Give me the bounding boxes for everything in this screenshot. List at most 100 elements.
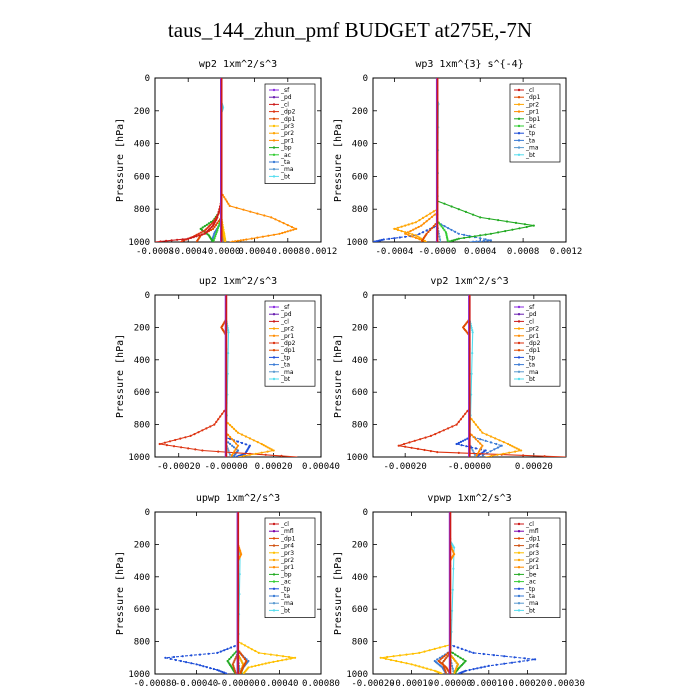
series-marker_pr2: [239, 658, 242, 661]
series-marker_dp1: [209, 228, 213, 232]
series-marker_bp1: [489, 232, 492, 235]
legend-marker: [517, 96, 521, 99]
legend-entry: _cl: [525, 87, 534, 94]
series-marker_pr1: [422, 222, 425, 225]
legend-entry: _pr2: [280, 130, 294, 137]
panel-title: wp3 1xm^{3} s^{-4}: [415, 59, 523, 70]
legend-marker: [517, 110, 521, 113]
legend-marker: [517, 602, 521, 605]
series-marker_dp2: [197, 431, 200, 434]
series-marker_pr1: [404, 232, 407, 235]
series-marker_bp1: [484, 233, 487, 236]
series-marker_pr1: [479, 442, 482, 445]
legend-entry: _sf: [280, 304, 290, 311]
series-marker_tp: [164, 656, 167, 659]
series-marker_pr2: [498, 439, 501, 442]
figure-title: taus_144_zhun_pmf BUDGET at275E,-7N: [167, 18, 533, 42]
series-marker_pr1: [231, 438, 234, 441]
series-marker_tp: [216, 668, 219, 672]
series-marker_pr2: [507, 442, 510, 446]
panel-2: wp3 1xm^{3} s^{-4} Pressure [hPa] 0 200 400 6…: [333, 59, 582, 257]
series-marker_pr4: [232, 661, 235, 664]
series-marker_dp2: [199, 231, 202, 234]
x-tick-label: -0.00020: [383, 462, 426, 472]
series-marker_pr2: [404, 231, 407, 234]
panel-4: vp2 1xm^2/s^3 Pressure [hPa] 0 200 400 600 800…: [333, 276, 567, 472]
series-marker_tp: [513, 656, 516, 659]
legend-entry: _ma: [525, 369, 539, 376]
legend-entry: _tp: [280, 586, 290, 593]
series-marker_pr2: [248, 437, 251, 440]
series-marker_pr3: [389, 658, 393, 662]
series-marker_dp2: [203, 229, 206, 232]
series-marker_pr2: [494, 437, 497, 440]
series-marker_tp: [456, 646, 459, 649]
series-marker_pr3: [269, 653, 272, 656]
series-marker_bp1: [448, 240, 451, 242]
series-marker_pr1: [234, 240, 237, 242]
series-marker_pr1: [278, 220, 281, 223]
series-marker_dp2: [479, 452, 482, 455]
series-marker_pr2: [477, 426, 480, 429]
series-marker_dp1: [239, 652, 242, 655]
series-marker_pr3: [272, 660, 275, 664]
legend-entry: _dp1: [525, 94, 541, 101]
y-tick-label: 400: [352, 356, 368, 366]
series-marker_dp1: [217, 220, 220, 223]
series-marker_pr3: [276, 659, 279, 663]
series-marker_dp2: [215, 420, 218, 423]
legend-marker: [517, 153, 521, 156]
series-marker_pr1: [430, 215, 434, 218]
series-marker_be: [451, 651, 454, 655]
series-marker_pr2: [232, 427, 236, 430]
series-marker_pr3: [281, 655, 285, 658]
series-marker_pr1: [227, 433, 230, 436]
legend-entry: _pr2: [525, 557, 539, 564]
series-marker_pr1: [286, 224, 289, 227]
series-marker_tp: [373, 240, 376, 242]
series-marker_dp2: [462, 415, 465, 418]
legend-marker: [272, 537, 276, 540]
series-marker_dp2: [221, 412, 224, 415]
y-tick-label: 600: [134, 605, 150, 615]
legend-entry: _pr1: [525, 333, 539, 340]
legend-entry: _ac: [280, 152, 291, 159]
series-marker_dp2: [165, 444, 168, 447]
legend-entry: _dp2: [280, 340, 296, 347]
legend-marker: [517, 320, 521, 323]
series-marker_tp: [480, 666, 483, 669]
legend-entry: _pd: [280, 311, 292, 318]
legend-entry: _pr1: [525, 564, 539, 571]
series-marker_bp1: [479, 216, 482, 219]
series-marker_cl: [165, 239, 168, 242]
legend-marker: [272, 530, 276, 533]
series-marker_pr3: [425, 667, 429, 670]
legend-entry: _pr1: [525, 109, 539, 116]
series-marker_pr2: [451, 656, 454, 659]
legend-marker: [517, 522, 521, 526]
legend-marker: [272, 132, 276, 135]
x-tick-label: -0.0000: [418, 247, 456, 257]
series-marker_pr1: [278, 232, 281, 235]
legend-entry: _pr2: [280, 326, 294, 333]
series-marker_pr1: [224, 198, 227, 201]
series-marker_pr1: [282, 222, 285, 225]
series-marker_pr2: [264, 445, 267, 448]
series-marker_dp2: [264, 453, 267, 456]
legend-entry: _bt: [525, 607, 536, 614]
series-line_bp: [226, 512, 239, 674]
series-marker_be: [454, 653, 457, 656]
series-marker_pr3: [379, 656, 382, 659]
series-marker_pr2: [519, 449, 523, 452]
series-marker_pr2: [248, 453, 251, 456]
series-marker_ac: [442, 227, 445, 230]
series-marker_bp1: [523, 223, 527, 226]
x-tick-label: -0.00000: [429, 679, 472, 689]
series-marker_bp1: [463, 236, 466, 239]
series-marker_pr2: [407, 223, 410, 226]
legend-marker: [517, 558, 521, 562]
series-marker_pr1: [411, 235, 414, 238]
series-marker_cl: [189, 236, 193, 239]
series-group: [373, 78, 535, 242]
x-tick-label: 0.0012: [550, 247, 583, 257]
